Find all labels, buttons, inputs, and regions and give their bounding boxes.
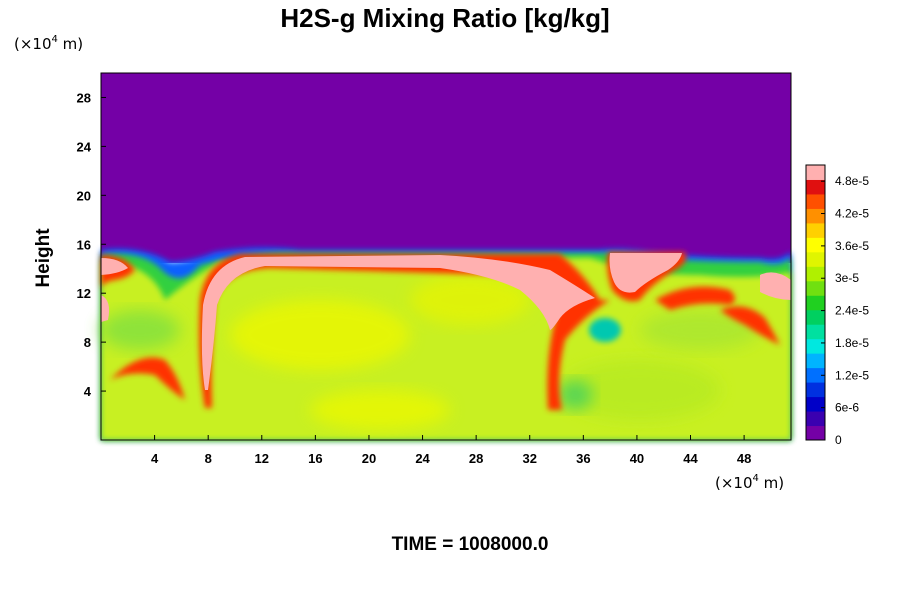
x-tick-label: 36 [576,451,590,466]
colorbar-swatch [806,309,825,325]
colorbar-swatch [806,266,825,282]
colorbar-swatch [806,165,825,180]
colorbar-swatch [806,179,825,195]
y-tick-label: 28 [77,90,91,105]
colorbar-swatch [806,353,825,369]
colorbar-tick-label: 4.8e-5 [835,174,869,188]
colorbar-swatch [806,208,825,224]
right-plume-region [607,252,687,302]
y-tick-label: 12 [77,286,91,301]
x-tick-label: 12 [255,451,269,466]
time-label: TIME = 1008000.0 [392,534,549,555]
colorbar-swatch [806,411,825,427]
x-axis-unit: (×104 m) [715,473,784,492]
chart-title: H2S-g Mixing Ratio [kg/kg] [280,3,609,33]
colorbar-swatch [806,222,825,238]
x-tick-label: 48 [737,451,751,466]
y-tick-label: 8 [84,335,91,350]
colorbar-swatch [806,280,825,296]
colorbar-swatch [806,338,825,354]
x-tick-label: 24 [415,451,430,466]
y-axis-label: Height [33,228,54,288]
colorbar-tick-label: 1.2e-5 [835,368,869,382]
right-edge-features [655,272,791,345]
colorbar-swatch [806,382,825,398]
colorbar-swatch [806,251,825,267]
y-tick-label: 16 [77,237,91,252]
colorbar-tick-label: 0 [835,433,842,447]
upper-layer-region [101,73,791,263]
mixed-layer-region [100,247,791,440]
colorbar-swatch [806,367,825,383]
x-tick-label: 44 [683,451,698,466]
colorbar-swatch [806,193,825,209]
colorbar-swatch [806,295,825,311]
y-ticks: 4 8 12 16 20 24 28 [77,90,106,399]
colorbar: 0 6e-6 1.2e-5 1.8e-5 2.4e-5 3e-5 3.6e-5 4.2e-5 4… [805,164,869,447]
colorbar-tick-label: 4.2e-5 [835,207,869,221]
upper-plume-region [199,254,610,410]
colorbar-border [805,164,826,441]
colorbar-swatch [806,324,825,340]
colorbar-tick-label: 1.8e-5 [835,336,869,350]
colorbar-swatch [806,425,825,441]
x-tick-label: 8 [205,451,212,466]
x-tick-label: 28 [469,451,483,466]
x-tick-label: 20 [362,451,376,466]
y-axis-unit: (×104 m) [14,34,83,53]
y-tick-label: 4 [84,384,92,399]
left-edge-features [101,255,185,400]
colorbar-swatch [806,396,825,412]
y-tick-label: 24 [77,139,92,154]
x-tick-label: 16 [308,451,322,466]
colorbar-tick-label: 3e-5 [835,271,859,285]
colorbar-swatch [806,237,825,253]
y-tick-label: 20 [77,188,91,203]
colorbar-tick-label: 6e-6 [835,401,859,415]
x-tick-label: 32 [523,451,537,466]
x-tick-label: 40 [630,451,644,466]
plot-border [100,72,792,441]
x-tick-label: 4 [151,451,159,466]
colorbar-tick-label: 3.6e-5 [835,239,869,253]
colorbar-tick-label: 2.4e-5 [835,304,869,318]
x-ticks: 4 8 12 16 20 24 28 32 36 40 44 48 [151,435,751,466]
